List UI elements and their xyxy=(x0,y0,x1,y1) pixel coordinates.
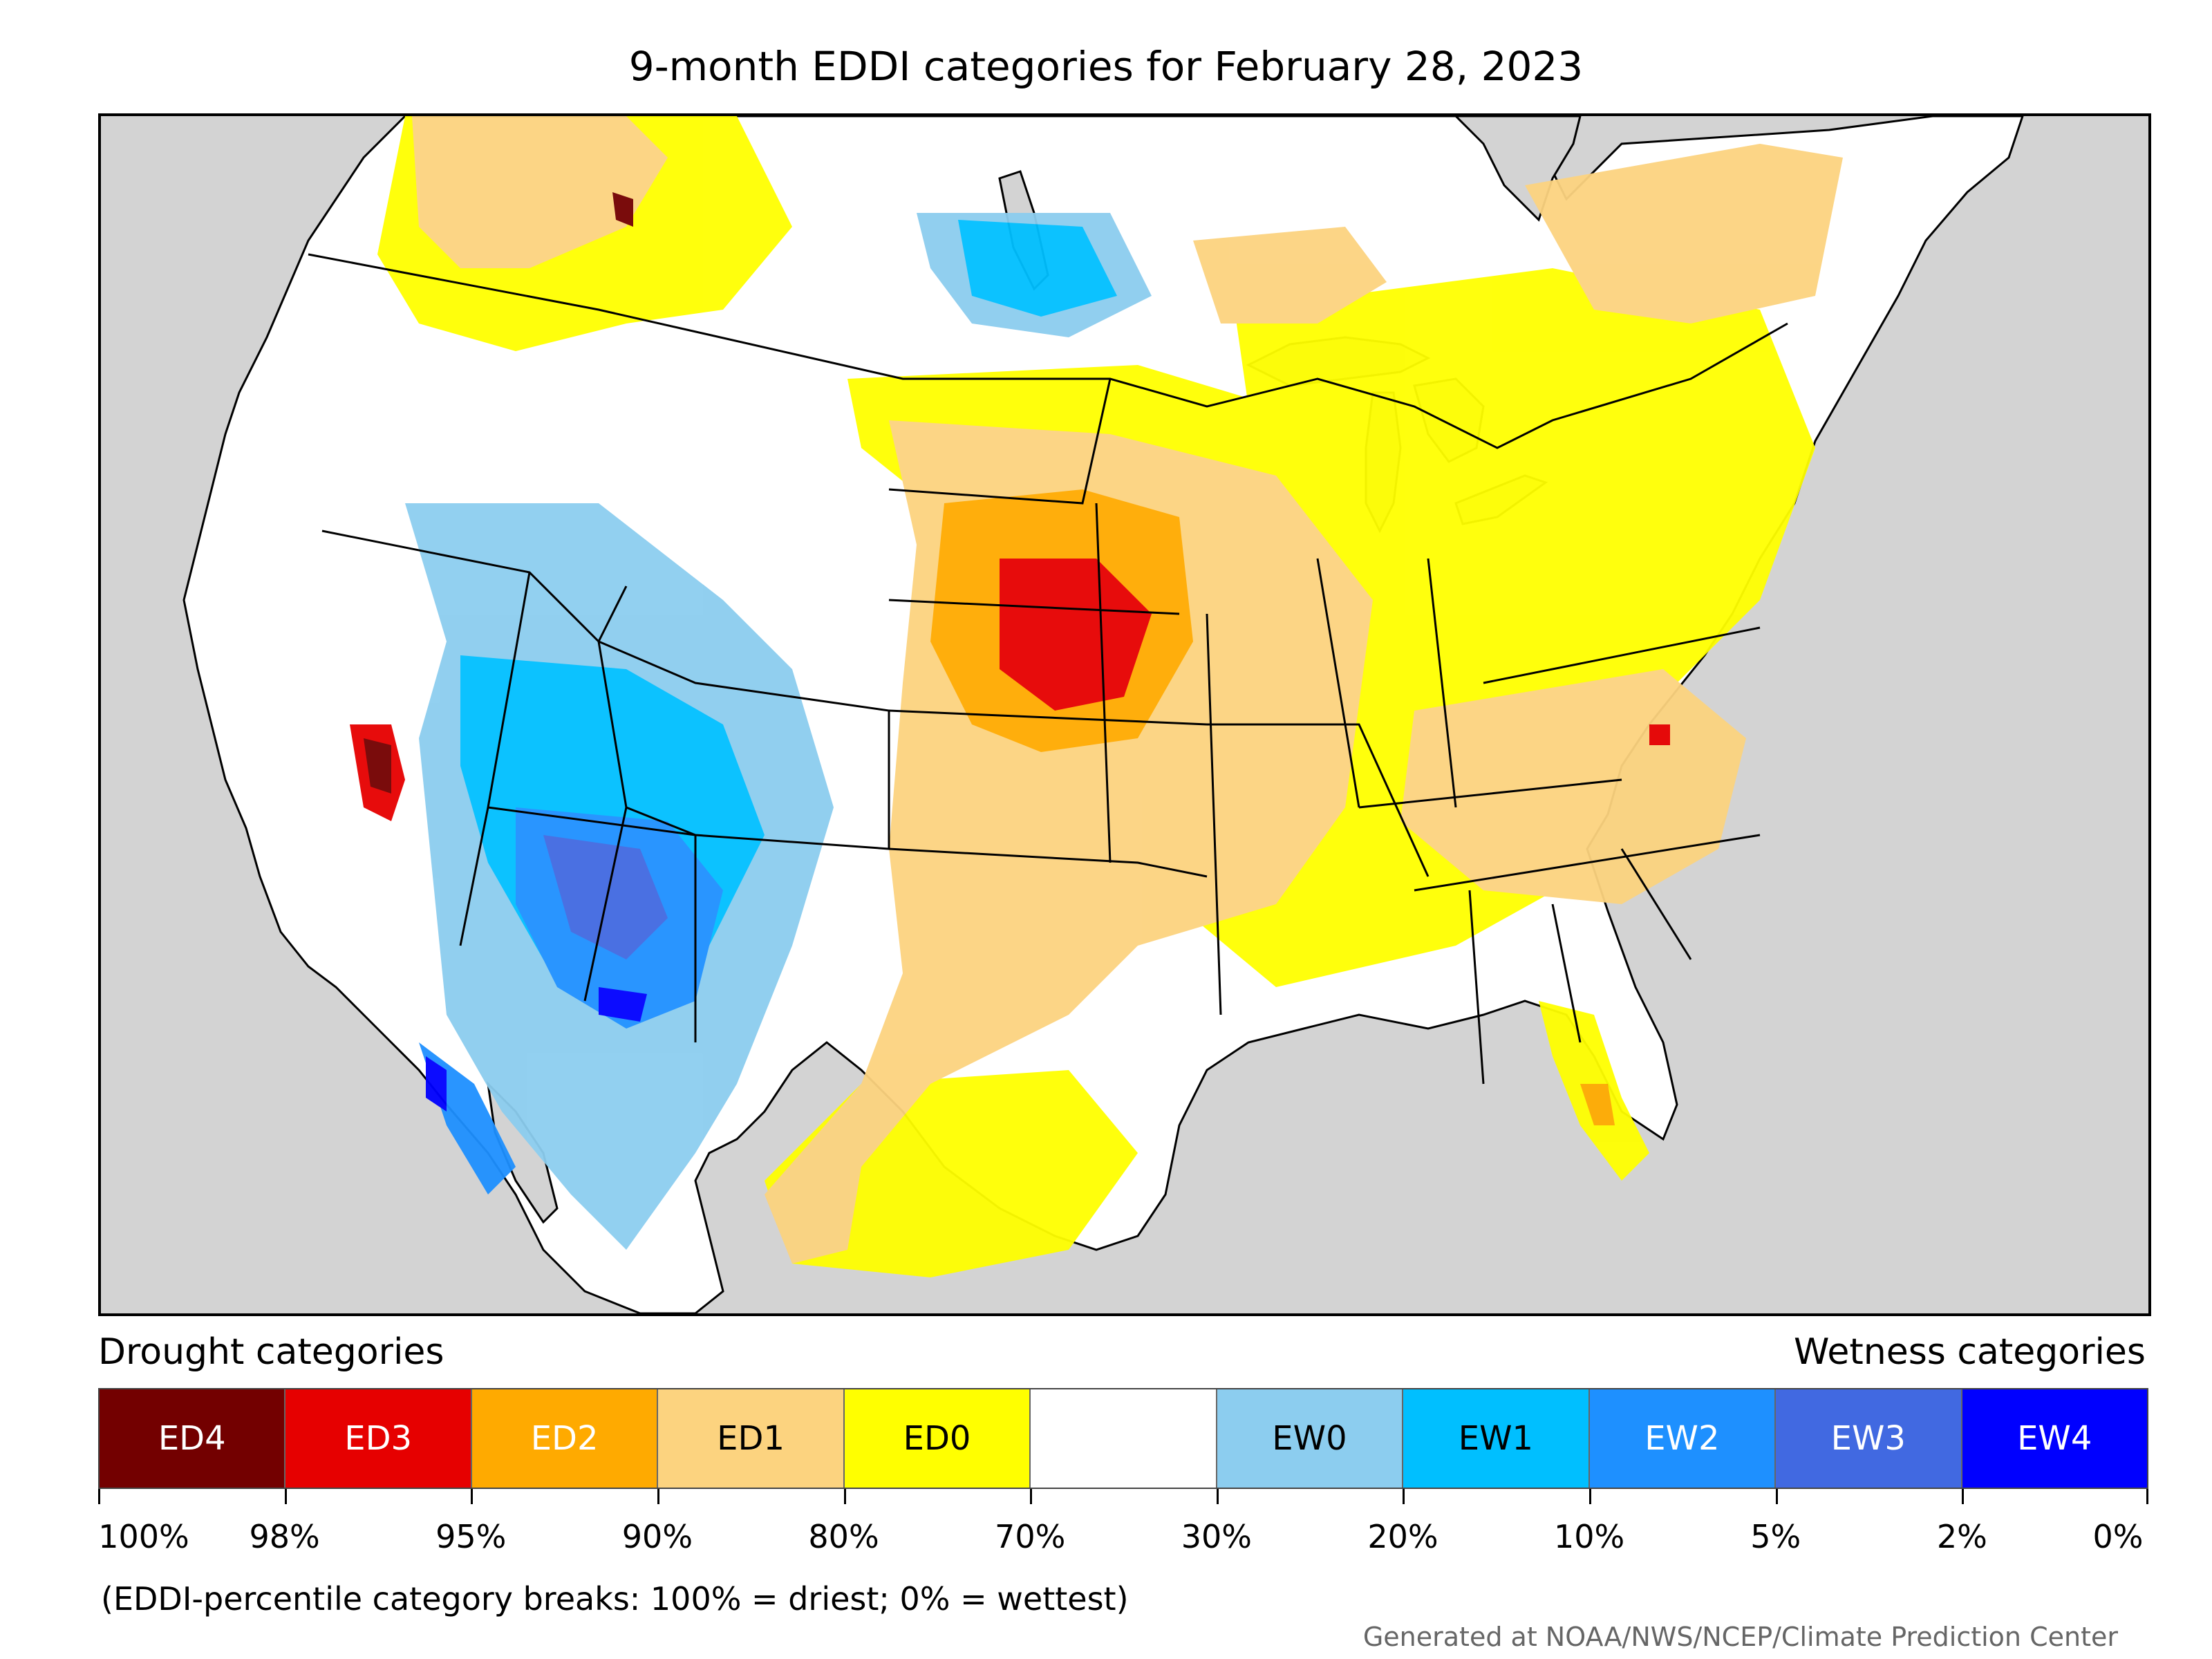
eddi-category-patches xyxy=(350,116,1843,1277)
colorbar-tick xyxy=(657,1489,659,1504)
ed4-area-montana xyxy=(612,192,633,227)
colorbar-tick-label: 30% xyxy=(1181,1518,1252,1555)
state-lines-central xyxy=(888,378,1430,1015)
wetness-categories-heading: Wetness categories xyxy=(1794,1331,2146,1373)
credit-line: Generated at NOAA/NWS/NCEP/Climate Predi… xyxy=(1362,1622,2118,1652)
colorbar-ticks xyxy=(98,1489,2148,1510)
colorbar-tick xyxy=(1403,1489,1405,1504)
us-canada-border xyxy=(308,253,1788,449)
colorbar-tick-labels: 100% 98% 95% 90% 80% 70% 30% 20% 10% 5% 2% 0% xyxy=(98,1518,2148,1559)
colorbar-tick xyxy=(1217,1489,1219,1504)
colorbar-tick-label: 100% xyxy=(98,1518,189,1555)
colorbar-tick xyxy=(98,1489,100,1504)
ew1-area-manitoba xyxy=(958,220,1117,317)
ed4-area-california xyxy=(364,738,391,794)
colorbar-tick-label: 20% xyxy=(1367,1518,1438,1555)
category-colorbar: ED4 ED3 ED2 ED1 ED0 EW0 EW1 EW2 EW3 EW4 xyxy=(98,1388,2148,1489)
map-title: 9-month EDDI categories for February 28,… xyxy=(628,43,1584,90)
state-lines-east xyxy=(1316,558,1761,1085)
colorbar-cell-ed4: ED4 xyxy=(100,1389,286,1488)
colorbar-cell-ed1: ED1 xyxy=(658,1389,845,1488)
colorbar-cell-ed2: ED2 xyxy=(471,1389,659,1488)
colorbar-tick-label: 70% xyxy=(995,1518,1066,1555)
drought-categories-heading: Drought categories xyxy=(98,1331,444,1373)
colorbar-cell-ew3: EW3 xyxy=(1776,1389,1962,1488)
ed3-area-virginia xyxy=(1649,724,1670,745)
colorbar-tick xyxy=(1776,1489,1778,1504)
colorbar-tick-label: 90% xyxy=(621,1518,693,1555)
colorbar-tick xyxy=(1589,1489,1591,1504)
colorbar-tick-label: 5% xyxy=(1750,1518,1801,1555)
colorbar-tick xyxy=(1030,1489,1032,1504)
ed1-area-plains xyxy=(765,420,1373,1264)
colorbar-tick xyxy=(844,1489,846,1504)
ed0-area-east xyxy=(1193,268,1815,987)
ew4-area-arizona xyxy=(599,987,647,1022)
colorbar-tick xyxy=(1962,1489,1964,1504)
percentile-note: (EDDI-percentile category breaks: 100% =… xyxy=(101,1580,1129,1618)
colorbar-cell-ed3: ED3 xyxy=(285,1389,472,1488)
colorbar-tick-label: 95% xyxy=(435,1518,507,1555)
eddi-map-svg xyxy=(182,116,2024,1313)
colorbar-cell-normal xyxy=(1031,1389,1217,1488)
colorbar-tick-label: 0% xyxy=(2092,1518,2144,1555)
colorbar-cell-ew0: EW0 xyxy=(1217,1389,1404,1488)
boundaries xyxy=(308,253,1788,1085)
colorbar-cell-ew1: EW1 xyxy=(1403,1389,1590,1488)
colorbar-cell-ew2: EW2 xyxy=(1589,1389,1777,1488)
eddi-map xyxy=(98,113,2151,1316)
colorbar-cell-ew4: EW4 xyxy=(1962,1389,2147,1488)
ed1-area-northwest xyxy=(412,116,668,268)
colorbar-cell-ed0: ED0 xyxy=(844,1389,1031,1488)
colorbar-tick xyxy=(471,1489,473,1504)
colorbar-tick xyxy=(285,1489,287,1504)
colorbar-tick-label: 98% xyxy=(249,1518,320,1555)
ed1-area-ontario xyxy=(1193,227,1387,324)
ed3-area-nebraska xyxy=(1000,559,1152,711)
colorbar-tick xyxy=(2146,1489,2148,1504)
ew4-area-baja xyxy=(426,1056,447,1112)
colorbar-tick-label: 10% xyxy=(1553,1518,1625,1555)
ew3-area-arizona xyxy=(543,835,668,959)
ed2-area-florida xyxy=(1580,1084,1615,1125)
colorbar-tick-label: 2% xyxy=(1936,1518,1987,1555)
colorbar-tick-label: 80% xyxy=(808,1518,879,1555)
ed1-area-canada xyxy=(1525,144,1843,324)
